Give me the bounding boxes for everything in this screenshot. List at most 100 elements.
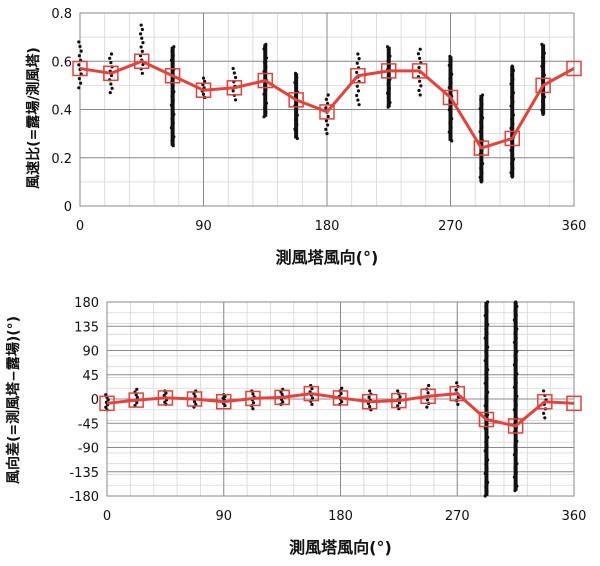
scatter-point: [513, 466, 517, 470]
scatter-point: [484, 386, 489, 390]
scatter-point: [514, 471, 518, 475]
scatter-point: [251, 407, 255, 411]
scatter-point: [486, 480, 490, 485]
scatter-point: [542, 103, 546, 108]
scatter-point: [223, 403, 227, 408]
scatter-point: [139, 23, 143, 27]
scatter-point: [169, 58, 174, 62]
scatter-point: [515, 349, 519, 353]
series-marker: [195, 82, 212, 98]
scatter-point: [427, 383, 431, 388]
scatter-point: [262, 47, 266, 51]
scatter-point: [398, 395, 402, 399]
scatter-point: [486, 435, 490, 439]
x-tick-label: 360: [562, 219, 587, 234]
series-marker: [478, 411, 495, 428]
scatter-point: [310, 396, 315, 400]
scatter-point: [514, 381, 518, 385]
scatter-point: [486, 390, 490, 394]
scatter-point: [264, 87, 268, 92]
scatter-point: [326, 123, 330, 127]
scatter-point: [448, 134, 453, 139]
y-tick-label: 135: [74, 320, 99, 335]
scatter-point: [293, 81, 297, 85]
scatter-point: [263, 83, 267, 87]
scatter-point: [340, 386, 344, 390]
scatter-point: [425, 398, 430, 402]
scatter-point: [263, 51, 267, 56]
scatter-point: [367, 395, 371, 399]
scatter-point: [479, 134, 483, 138]
scatter-point: [515, 327, 519, 331]
series-line: [79, 59, 575, 150]
scatter-point: [450, 139, 454, 143]
scatter-point: [478, 129, 482, 134]
scatter-point: [542, 411, 546, 415]
scatter-point: [388, 54, 392, 58]
scatter-column: [355, 52, 361, 107]
scatter-point: [512, 475, 517, 479]
scatter-point: [485, 489, 489, 494]
scatter-point: [454, 388, 458, 392]
scatter-point: [193, 394, 197, 398]
scatter-point: [281, 400, 285, 404]
scatter-point: [480, 102, 484, 106]
scatter-point: [264, 101, 269, 105]
scatter-column: [478, 93, 485, 184]
scatter-point: [543, 416, 547, 420]
scatter-point: [171, 99, 175, 103]
scatter-point: [416, 52, 421, 56]
series-marker: [157, 390, 174, 406]
scatter-point: [447, 130, 451, 134]
scatter-point: [513, 354, 517, 358]
scatter-point: [509, 82, 513, 86]
scatter-point: [171, 54, 175, 58]
scatter-point: [485, 354, 489, 358]
scatter-point: [385, 91, 390, 95]
x-tick-label: 0: [103, 509, 111, 524]
scatter-point: [170, 139, 174, 143]
scatter-point: [385, 45, 390, 49]
scatter-point: [512, 318, 517, 322]
scatter-point: [264, 65, 268, 69]
scatter-point: [510, 64, 514, 68]
scatter-point: [171, 63, 175, 67]
scatter-point: [232, 71, 236, 75]
scatter-point: [203, 79, 207, 83]
x-tick-label: 180: [328, 509, 353, 524]
scatter-point: [194, 402, 198, 406]
scatter-point: [484, 440, 488, 444]
scatter-point: [77, 40, 81, 44]
series-marker: [72, 60, 88, 77]
scatter-point: [514, 358, 518, 362]
scatter-point: [355, 70, 359, 75]
scatter-point: [231, 89, 235, 93]
scatter-point: [201, 76, 206, 80]
scatter-point: [280, 392, 284, 396]
series-line: [106, 392, 575, 428]
scatter-point: [484, 453, 489, 457]
scatter-point: [510, 153, 514, 157]
scatter-point: [483, 313, 487, 318]
scatter-point: [263, 74, 267, 78]
scatter-point: [108, 56, 112, 60]
scatter-point: [77, 86, 81, 90]
scatter-point: [513, 309, 517, 313]
scatter-point: [192, 400, 197, 404]
scatter-point: [480, 161, 485, 166]
scatter-point: [486, 300, 490, 304]
scatter-point: [511, 113, 516, 117]
scatter-point: [418, 56, 422, 60]
scatter-point: [110, 86, 114, 90]
scatter-point: [164, 391, 168, 395]
scatter-point: [483, 426, 487, 430]
scatter-column: [169, 45, 176, 148]
scatter-point: [262, 92, 266, 96]
scatter-point: [514, 480, 518, 484]
scatter-point: [417, 65, 421, 70]
scatter-point: [109, 82, 113, 86]
scatter-point: [109, 60, 113, 65]
scatter-point: [510, 108, 514, 113]
y-tick-label: -180: [69, 490, 99, 505]
